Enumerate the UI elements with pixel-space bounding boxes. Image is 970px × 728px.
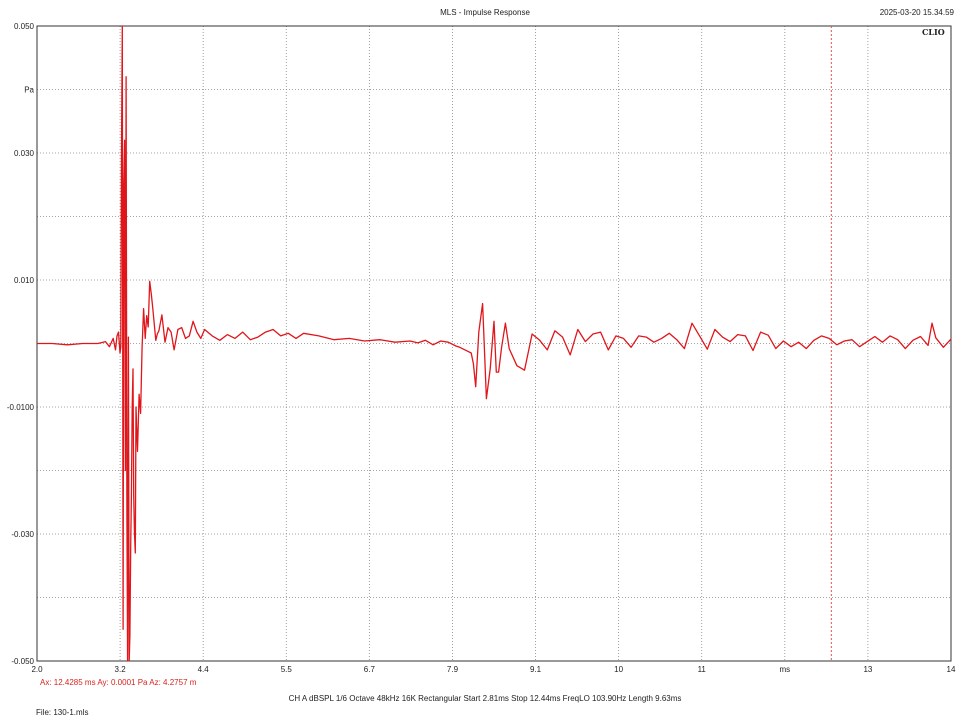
y-tick-label: -0.030	[11, 530, 34, 539]
chart-title: MLS - Impulse Response	[440, 8, 530, 17]
y-tick-label: -0.050	[11, 657, 34, 666]
x-tick-label: 7.9	[447, 665, 459, 674]
x-tick-label: 13	[863, 665, 872, 674]
x-tick-label: 5.5	[281, 665, 293, 674]
x-tick-label: 2.0	[31, 665, 43, 674]
y-tick-label: 0.030	[14, 149, 35, 158]
x-tick-label: 4.4	[198, 665, 210, 674]
y-axis-ticks: 0.050 Pa 0.030 0.010 -0.0100 -0.030 -0.050	[7, 22, 35, 666]
x-axis-ticks: 2.0 3.2 4.4 5.5 6.7 7.9 9.1 10 11 ms 13 14	[31, 665, 956, 674]
x-tick-label: 9.1	[530, 665, 542, 674]
brand-logo: CLIO	[922, 27, 945, 37]
x-tick-label: 14	[947, 665, 956, 674]
impulse-trace	[37, 25, 952, 662]
x-tick-label: 3.2	[115, 665, 127, 674]
y-tick-label: 0.050	[14, 22, 35, 31]
grid-lines	[37, 26, 951, 661]
x-tick-label: ms	[779, 665, 790, 674]
x-tick-label: 11	[698, 665, 707, 674]
timestamp: 2025-03-20 15.34.59	[879, 8, 954, 17]
y-tick-label: Pa	[24, 86, 34, 95]
measurement-settings: CH A dBSPL 1/6 Octave 48kHz 16K Rectangu…	[288, 694, 682, 703]
y-tick-label: -0.0100	[7, 403, 35, 412]
y-tick-label: 0.010	[14, 276, 35, 285]
x-tick-label: 6.7	[364, 665, 376, 674]
file-name: File: 130-1.mls	[36, 708, 89, 717]
x-tick-label: 10	[614, 665, 623, 674]
cursor-readout: Ax: 12.4285 ms Ay: 0.0001 Pa Az: 4.2757 …	[40, 678, 197, 687]
